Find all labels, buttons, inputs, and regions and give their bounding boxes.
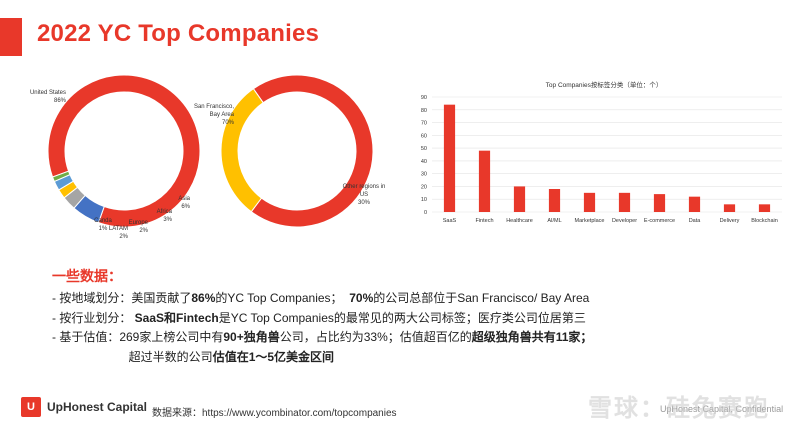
- region-donut-slice: [51, 170, 71, 183]
- city-donut-label: Other regions in: [343, 184, 386, 190]
- city-donut-label: Bay Area: [210, 112, 235, 118]
- company-logo: U UpHonest Capital: [21, 397, 147, 417]
- y-tick-label: 30: [421, 172, 427, 178]
- bullet-text: - 按行业划分：: [52, 310, 135, 325]
- bullet-text: 的YC Top Companies；: [215, 291, 350, 305]
- region-donut-label: 6%: [181, 204, 190, 210]
- y-tick-label: 90: [421, 95, 427, 101]
- city-donut-label: San Francisco,: [194, 104, 234, 110]
- x-tick-label: Developer: [612, 218, 637, 224]
- city-donut-slice: [250, 74, 374, 228]
- x-tick-label: Delivery: [720, 218, 740, 224]
- region-donut-label: Asia: [178, 196, 190, 202]
- title-accent-bar: [0, 18, 22, 56]
- region-donut-label: 86%: [54, 98, 67, 104]
- y-tick-label: 80: [421, 108, 427, 114]
- bar: [618, 192, 631, 212]
- y-tick-label: 70: [421, 121, 427, 127]
- region-donut-label: Canda: [94, 218, 112, 224]
- city-donut-label: 30%: [358, 200, 371, 206]
- region-donut-slice: [47, 74, 201, 228]
- y-tick-label: 0: [424, 210, 427, 216]
- bar: [583, 192, 596, 212]
- bar: [688, 196, 701, 212]
- bullet-text: 的公司总部位于San Francisco/ Bay Area: [373, 291, 590, 305]
- bar: [758, 204, 771, 212]
- bullet-highlight: 90+独角兽: [223, 330, 280, 344]
- watermark: 雪球：硅兔赛跑: [588, 395, 770, 422]
- logo-mark-icon: U: [21, 397, 41, 417]
- bar: [653, 194, 666, 212]
- x-tick-label: AI/ML: [547, 218, 561, 224]
- page-title: 2022 YC Top Companies: [37, 20, 320, 47]
- region-donut-label: Africa: [157, 209, 173, 215]
- city-donut-label: 70%: [222, 120, 235, 126]
- bullet-text: 是YC Top Companies的最常见的两大公司标签；医疗类公司位居第三: [218, 310, 586, 325]
- region-donut-label: Europe: [129, 220, 149, 226]
- bullet-highlight: 估值在1～5亿美金区间: [212, 349, 335, 364]
- bar: [443, 104, 456, 212]
- bullet-text: - 按地域划分：美国贡献了: [52, 291, 192, 305]
- y-tick-label: 20: [421, 184, 427, 190]
- region-donut-label: LATAM: [109, 226, 128, 232]
- bar: [513, 186, 526, 212]
- y-tick-label: 10: [421, 197, 427, 203]
- bullet-highlight: 70%: [349, 291, 374, 305]
- region-donut-label: United States: [30, 90, 66, 96]
- x-tick-label: E-commerce: [644, 218, 675, 224]
- region-donut-label: 2%: [119, 234, 128, 240]
- x-tick-label: Healthcare: [506, 218, 533, 224]
- y-tick-label: 60: [421, 133, 427, 139]
- x-tick-label: Fintech: [475, 218, 493, 224]
- region-donut-label: 3%: [163, 217, 172, 223]
- y-tick-label: 50: [421, 146, 427, 152]
- bullet-line: - 按行业划分： SaaS和Fintech是YC Top Companies的最…: [52, 309, 592, 329]
- section-title: 一些数据：: [52, 268, 122, 284]
- bullet-list: - 按地域划分：美国贡献了86%的YC Top Companies； 70%的公…: [52, 289, 592, 367]
- bullet-line: 超过半数的公司估值在1～5亿美金区间: [52, 348, 592, 368]
- bullet-line: - 基于估值：269家上榜公司中有90+独角兽公司，占比约为33%；估值超百亿的…: [52, 328, 592, 348]
- bullet-text: 超过半数的公司: [52, 349, 213, 364]
- city-donut-slice: [220, 88, 264, 213]
- bar: [548, 189, 561, 212]
- region-donut-label: 2%: [139, 228, 148, 234]
- x-tick-label: Data: [689, 218, 702, 224]
- bullet-highlight: 86%: [191, 291, 216, 305]
- bullet-text: 公司，占比约为33%；估值超百亿的: [279, 330, 472, 344]
- bar-chart-title: Top Companies按标签分类（单位：个）: [546, 80, 663, 89]
- region-donut-label: 1%: [99, 226, 108, 232]
- bullet-line: - 按地域划分：美国贡献了86%的YC Top Companies； 70%的公…: [52, 289, 592, 309]
- data-source: 数据来源：https://www.ycombinator.com/topcomp…: [152, 408, 397, 419]
- bullet-highlight: 超级独角兽共有11家；: [471, 330, 593, 344]
- logo-text: UpHonest Capital: [47, 400, 148, 414]
- x-tick-label: Marketplace: [575, 218, 605, 224]
- x-tick-label: SaaS: [443, 218, 457, 224]
- bar: [478, 150, 491, 212]
- x-tick-label: Blockchain: [751, 218, 778, 224]
- y-tick-label: 40: [421, 159, 427, 165]
- bar: [723, 204, 736, 212]
- bullet-highlight: SaaS和Fintech: [134, 310, 219, 325]
- bullet-text: - 基于估值：269家上榜公司中有: [52, 330, 224, 344]
- confidential-note: UpHonest Capital, Confidential: [660, 404, 784, 414]
- city-donut-label: US: [360, 192, 368, 198]
